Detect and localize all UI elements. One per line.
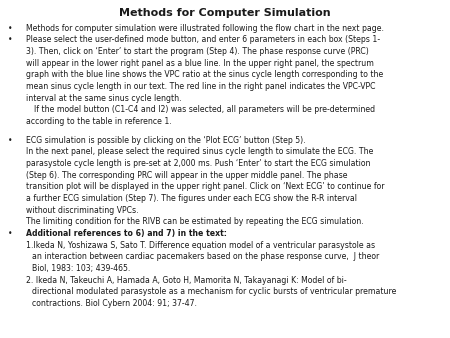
Text: parasystole cycle length is pre-set at 2,000 ms. Push ‘Enter’ to start the ECG s: parasystole cycle length is pre-set at 2…: [26, 159, 371, 168]
Text: •: •: [8, 35, 13, 44]
Text: In the next panel, please select the required sinus cycle length to simulate the: In the next panel, please select the req…: [26, 147, 374, 156]
Text: directional modulated parasystole as a mechanism for cyclic bursts of ventricula: directional modulated parasystole as a m…: [32, 287, 397, 296]
Text: Please select the user-defined mode button, and enter 6 parameters in each box (: Please select the user-defined mode butt…: [26, 35, 380, 44]
Text: interval at the same sinus cycle length.: interval at the same sinus cycle length.: [26, 94, 182, 103]
Text: Biol, 1983: 103; 439-465.: Biol, 1983: 103; 439-465.: [32, 264, 131, 273]
Text: will appear in the lower right panel as a blue line. In the upper right panel, t: will appear in the lower right panel as …: [26, 59, 374, 68]
Text: ECG simulation is possible by clicking on the ‘Plot ECG’ button (Step 5).: ECG simulation is possible by clicking o…: [26, 136, 306, 145]
Text: •: •: [8, 136, 13, 145]
Text: without discriminating VPCs.: without discriminating VPCs.: [26, 206, 139, 215]
Text: mean sinus cycle length in our text. The red line in the right panel indicates t: mean sinus cycle length in our text. The…: [26, 82, 376, 91]
Text: transition plot will be displayed in the upper right panel. Click on ‘Next ECG’ : transition plot will be displayed in the…: [26, 182, 385, 191]
Text: according to the table in reference 1.: according to the table in reference 1.: [26, 117, 172, 126]
Text: Additional references to 6) and 7) in the text:: Additional references to 6) and 7) in th…: [26, 229, 227, 238]
Text: a further ECG simulation (Step 7). The figures under each ECG show the R-R inter: a further ECG simulation (Step 7). The f…: [26, 194, 357, 203]
Text: (Step 6). The corresponding PRC will appear in the upper middle panel. The phase: (Step 6). The corresponding PRC will app…: [26, 171, 347, 179]
Text: The limiting condition for the RIVB can be estimated by repeating the ECG simula: The limiting condition for the RIVB can …: [26, 217, 364, 226]
Text: Methods for computer simulation were illustrated following the flow chart in the: Methods for computer simulation were ill…: [26, 24, 384, 33]
Text: •: •: [8, 24, 13, 33]
Text: an interaction between cardiac pacemakers based on the phase response curve,  J : an interaction between cardiac pacemaker…: [32, 252, 380, 261]
Text: If the model button (C1-C4 and I2) was selected, all parameters will be pre-dete: If the model button (C1-C4 and I2) was s…: [34, 105, 375, 114]
Text: contractions. Biol Cybern 2004: 91; 37-47.: contractions. Biol Cybern 2004: 91; 37-4…: [32, 299, 198, 308]
Text: Methods for Computer Simulation: Methods for Computer Simulation: [119, 8, 331, 19]
Text: •: •: [8, 229, 13, 238]
Text: 1.Ikeda N, Yoshizawa S, Sato T. Difference equation model of a ventricular paras: 1.Ikeda N, Yoshizawa S, Sato T. Differen…: [26, 241, 375, 249]
Text: 3). Then, click on ‘Enter’ to start the program (Step 4). The phase response cur: 3). Then, click on ‘Enter’ to start the …: [26, 47, 369, 56]
Text: graph with the blue line shows the VPC ratio at the sinus cycle length correspon: graph with the blue line shows the VPC r…: [26, 70, 383, 79]
Text: 2. Ikeda N, Takeuchi A, Hamada A, Goto H, Mamorita N, Takayanagi K: Model of bi-: 2. Ikeda N, Takeuchi A, Hamada A, Goto H…: [26, 275, 347, 285]
